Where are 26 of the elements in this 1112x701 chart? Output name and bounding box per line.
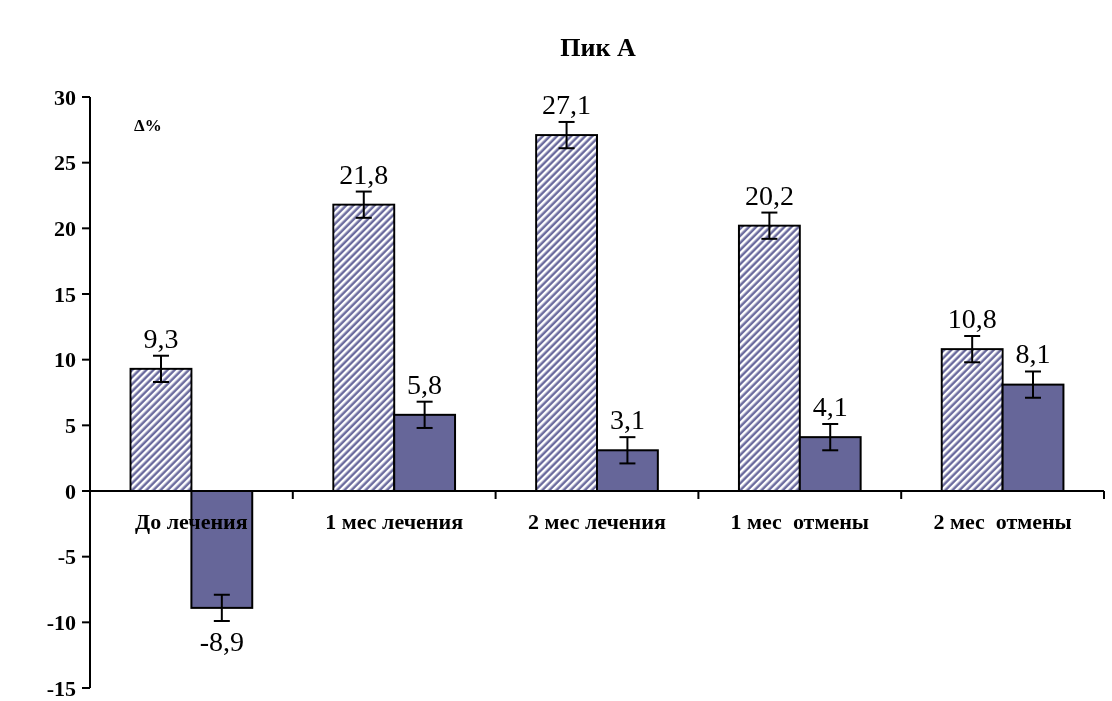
- y-tick-label: 5: [65, 413, 76, 439]
- y-tick-label: 30: [54, 84, 76, 110]
- y-tick-label: -15: [46, 675, 76, 701]
- y-tick-label: 25: [54, 150, 76, 176]
- x-tick-label: 2 мес лечения: [528, 509, 666, 534]
- y-axis-title: Δ%: [134, 116, 162, 135]
- data-label: 8,1: [1015, 338, 1051, 370]
- data-label: 5,8: [407, 368, 443, 400]
- x-tick-label: 2 мес отмены: [933, 509, 1072, 534]
- data-label: 10,8: [947, 303, 997, 335]
- y-tick-label: 15: [54, 281, 76, 307]
- y-tick-label: 20: [54, 216, 76, 242]
- data-label: 27,1: [542, 88, 592, 120]
- data-label: 20,2: [744, 179, 794, 211]
- chart-title: Пик А: [560, 33, 636, 62]
- data-label: -8,9: [199, 626, 244, 658]
- data-label: 9,3: [143, 322, 179, 354]
- data-label: 4,1: [812, 391, 848, 423]
- x-tick-label: 1 мес отмены: [730, 509, 869, 534]
- y-tick-label: 10: [54, 347, 76, 373]
- y-tick-label: -5: [57, 544, 76, 570]
- data-label: 3,1: [609, 404, 645, 436]
- y-tick-label: 0: [65, 478, 76, 504]
- x-tick-label: 1 мес лечения: [325, 509, 464, 534]
- y-tick-label: -10: [46, 610, 76, 636]
- data-label: 21,8: [339, 158, 389, 190]
